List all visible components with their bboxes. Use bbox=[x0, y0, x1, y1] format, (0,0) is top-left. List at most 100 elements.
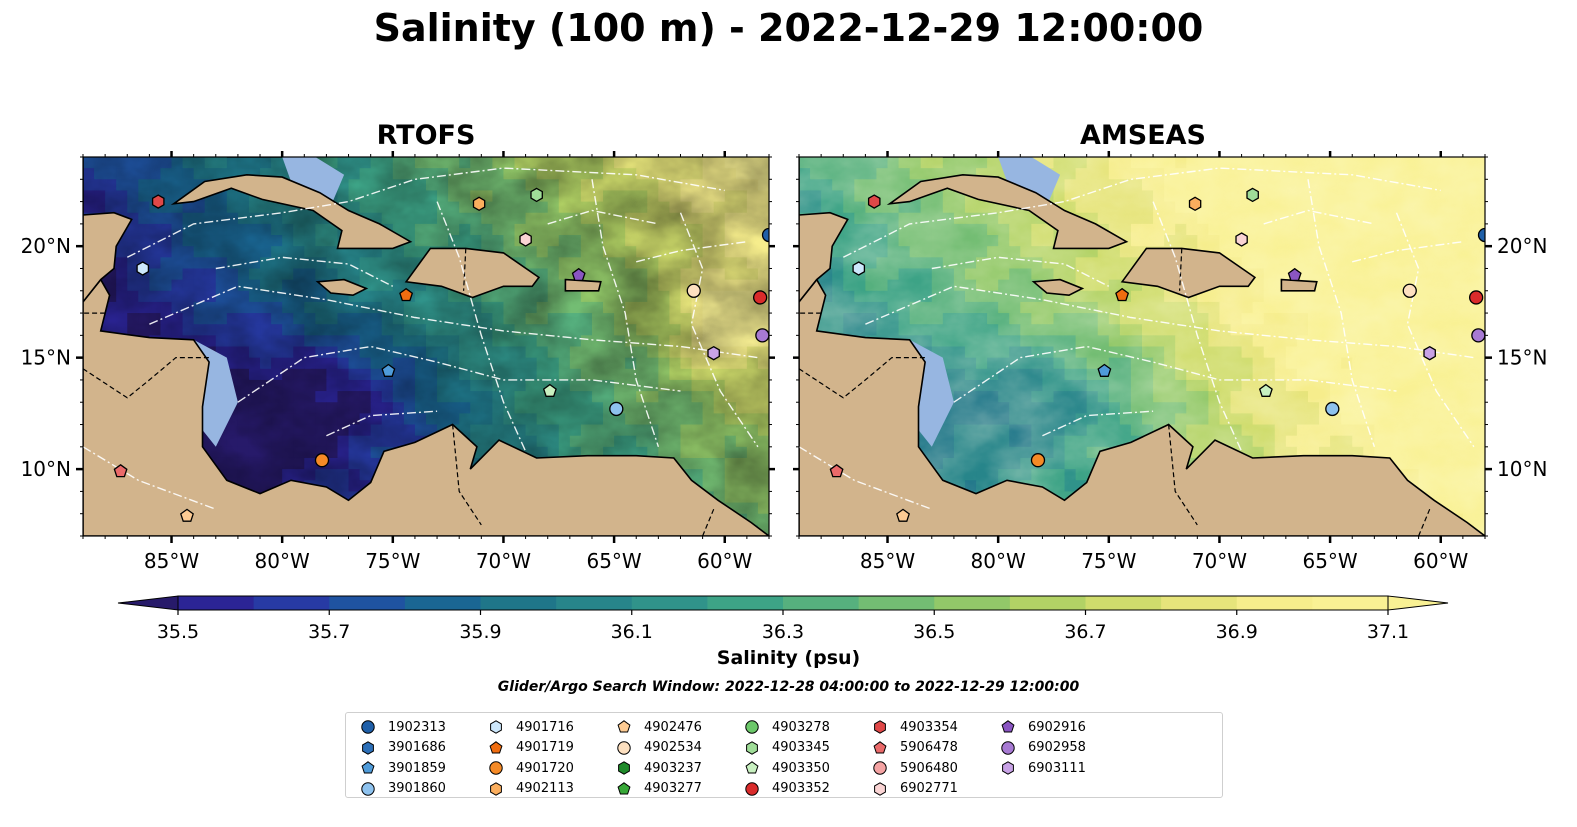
country-border bbox=[463, 248, 467, 291]
lon-tick-label: 85°W bbox=[860, 549, 915, 573]
landmass bbox=[799, 157, 849, 304]
platform-track bbox=[547, 209, 659, 225]
platform-legend: 1902313 3901686 3901859 3901860 4901716 49017… bbox=[345, 712, 1223, 798]
circle-marker-icon bbox=[873, 761, 887, 775]
colorbar-bin bbox=[1236, 596, 1313, 610]
lon-tick-label: 65°W bbox=[1302, 549, 1357, 573]
platform-track bbox=[1263, 209, 1375, 225]
platform-track bbox=[636, 241, 747, 263]
hexagon-marker-icon bbox=[874, 781, 886, 796]
lon-tick-label: 85°W bbox=[144, 549, 199, 573]
legend-label: 6902958 bbox=[1028, 740, 1086, 756]
landmass bbox=[886, 173, 1129, 250]
lon-tick-label: 65°W bbox=[586, 549, 641, 573]
colorbar-tick-label: 36.7 bbox=[1064, 621, 1106, 643]
legend-label: 3901860 bbox=[388, 781, 446, 797]
platform-marker-4901720 bbox=[1030, 453, 1046, 468]
circle-marker-icon bbox=[361, 720, 375, 734]
legend-label: 3901686 bbox=[388, 740, 446, 756]
legend-label: 6902916 bbox=[1028, 719, 1086, 735]
legend-entry: 4903278 bbox=[744, 717, 830, 738]
lon-tick-label: 70°W bbox=[1192, 549, 1247, 573]
legend-label: 4903345 bbox=[772, 740, 830, 756]
legend-entry: 4903352 bbox=[744, 779, 830, 800]
map-panel-amseas: 85°W 80°W 75°W 70°W 65°W 60°W 20°N 15°N 10°N bbox=[793, 151, 1547, 573]
colorbar-bin bbox=[1009, 596, 1087, 610]
legend-label: 4901720 bbox=[516, 760, 574, 776]
legend-label: 4902113 bbox=[516, 781, 574, 797]
platform-track bbox=[931, 256, 1110, 287]
legend-label: 6903111 bbox=[1028, 760, 1086, 776]
map-panel-rtofs: 85°W 80°W 75°W 70°W 65°W 60°W 20°N 15°N 10°N bbox=[21, 151, 775, 573]
platform-marker-3901860 bbox=[609, 401, 624, 417]
lat-tick-label: 10°N bbox=[1497, 457, 1547, 481]
pentagon-marker-icon bbox=[361, 761, 375, 774]
colorbar-tick-label: 35.9 bbox=[459, 621, 501, 643]
colorbar-bin bbox=[631, 596, 708, 610]
lat-tick-label: 20°N bbox=[1497, 234, 1547, 258]
platform-track bbox=[126, 167, 725, 258]
shelf-area bbox=[998, 157, 1061, 206]
country-border bbox=[799, 357, 928, 399]
legend-label: 4903237 bbox=[644, 760, 702, 776]
hexagon-marker-icon bbox=[746, 740, 758, 755]
legend-entry: 6903111 bbox=[1000, 758, 1086, 779]
legend-column: 6902916 6902958 6903111 bbox=[1000, 717, 1086, 779]
circle-marker-icon bbox=[617, 741, 631, 755]
colorbar-tick-label: 36.5 bbox=[913, 621, 955, 643]
country-border bbox=[702, 508, 715, 536]
legend-entry: 4903277 bbox=[616, 779, 702, 800]
landmass bbox=[1280, 278, 1318, 292]
platform-marker-5906478 bbox=[113, 463, 128, 478]
landmass bbox=[83, 278, 769, 536]
legend-entry: 4901716 bbox=[488, 717, 574, 738]
platform-marker-6902916 bbox=[571, 267, 586, 282]
legend-label: 4901716 bbox=[516, 719, 574, 735]
colorbar-bin bbox=[480, 596, 557, 610]
landmass bbox=[170, 173, 413, 250]
platform-track bbox=[591, 179, 660, 448]
legend-entry: 4902113 bbox=[488, 779, 574, 800]
platform-marker-4903354 bbox=[867, 194, 881, 209]
map-frame bbox=[82, 156, 770, 537]
platform-track bbox=[1395, 212, 1475, 448]
shelf-area bbox=[282, 157, 345, 206]
pentagon-marker-icon bbox=[873, 740, 887, 754]
legend-column: 4903278 4903345 4903350 4903352 bbox=[744, 717, 830, 799]
legend-entry: 5906478 bbox=[872, 738, 958, 759]
platform-marker-6902916 bbox=[1287, 267, 1302, 282]
legend-label: 5906480 bbox=[900, 760, 958, 776]
platform-marker-6902958 bbox=[755, 328, 769, 343]
legend-column: 4901716 4901719 4901720 4902113 bbox=[488, 717, 574, 799]
colorbar: 35.5 35.7 35.9 36.1 36.3 36.5 36.7 36.9 37.1 bbox=[117, 595, 1449, 643]
platform-marker-5906478 bbox=[829, 463, 844, 478]
colorbar-bin bbox=[783, 596, 860, 610]
legend-label: 5906478 bbox=[900, 740, 958, 756]
platform-marker-4903345 bbox=[1246, 187, 1259, 203]
landmass bbox=[1120, 247, 1257, 299]
legend-label: 4903277 bbox=[644, 781, 702, 797]
colorbar-bin bbox=[858, 596, 935, 610]
legend-column: 1902313 3901686 3901859 3901860 bbox=[360, 717, 446, 799]
platform-marker-4901716 bbox=[852, 261, 866, 276]
panel-title-rtofs: RTOFS bbox=[376, 120, 476, 151]
colorbar-tick-label: 35.7 bbox=[308, 621, 350, 643]
lon-tick-label: 75°W bbox=[365, 549, 420, 573]
colorbar-bin bbox=[707, 596, 784, 610]
platform-marker-4903352 bbox=[1468, 290, 1484, 305]
lon-tick-label: 60°W bbox=[1413, 549, 1468, 573]
platform-track bbox=[149, 285, 758, 359]
platform-marker-1902313 bbox=[761, 227, 769, 243]
colorbar-tick-label: 36.3 bbox=[762, 621, 804, 643]
legend-entry: 6902916 bbox=[1000, 717, 1086, 738]
platform-marker-6902771 bbox=[519, 232, 532, 247]
platform-marker-4903354 bbox=[151, 194, 165, 209]
legend-entry: 4903237 bbox=[616, 758, 702, 779]
legend-label: 4903278 bbox=[772, 719, 830, 735]
platform-marker-6903111 bbox=[707, 345, 720, 361]
colorbar-bin bbox=[1161, 596, 1238, 610]
platform-marker-4902534 bbox=[1402, 283, 1417, 298]
platform-track bbox=[1307, 179, 1376, 448]
colorbar-label: Salinity (psu) bbox=[716, 647, 861, 669]
